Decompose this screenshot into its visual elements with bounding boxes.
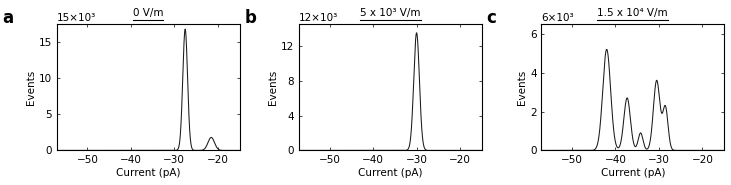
Y-axis label: Events: Events (26, 70, 36, 105)
Text: b: b (244, 9, 257, 27)
X-axis label: Current (pA): Current (pA) (601, 168, 665, 178)
X-axis label: Current (pA): Current (pA) (116, 168, 181, 178)
Y-axis label: Events: Events (518, 70, 527, 105)
Y-axis label: Events: Events (268, 70, 279, 105)
Text: 12×10³: 12×10³ (299, 13, 338, 23)
Text: 0 V/m: 0 V/m (133, 8, 164, 18)
Text: 15×10³: 15×10³ (57, 13, 96, 23)
Text: c: c (487, 9, 496, 27)
Text: a: a (2, 9, 13, 27)
X-axis label: Current (pA): Current (pA) (358, 168, 423, 178)
Text: 6×10³: 6×10³ (542, 13, 574, 23)
Text: 1.5 x 10⁴ V/m: 1.5 x 10⁴ V/m (597, 8, 668, 18)
Text: 5 x 10³ V/m: 5 x 10³ V/m (360, 8, 421, 18)
